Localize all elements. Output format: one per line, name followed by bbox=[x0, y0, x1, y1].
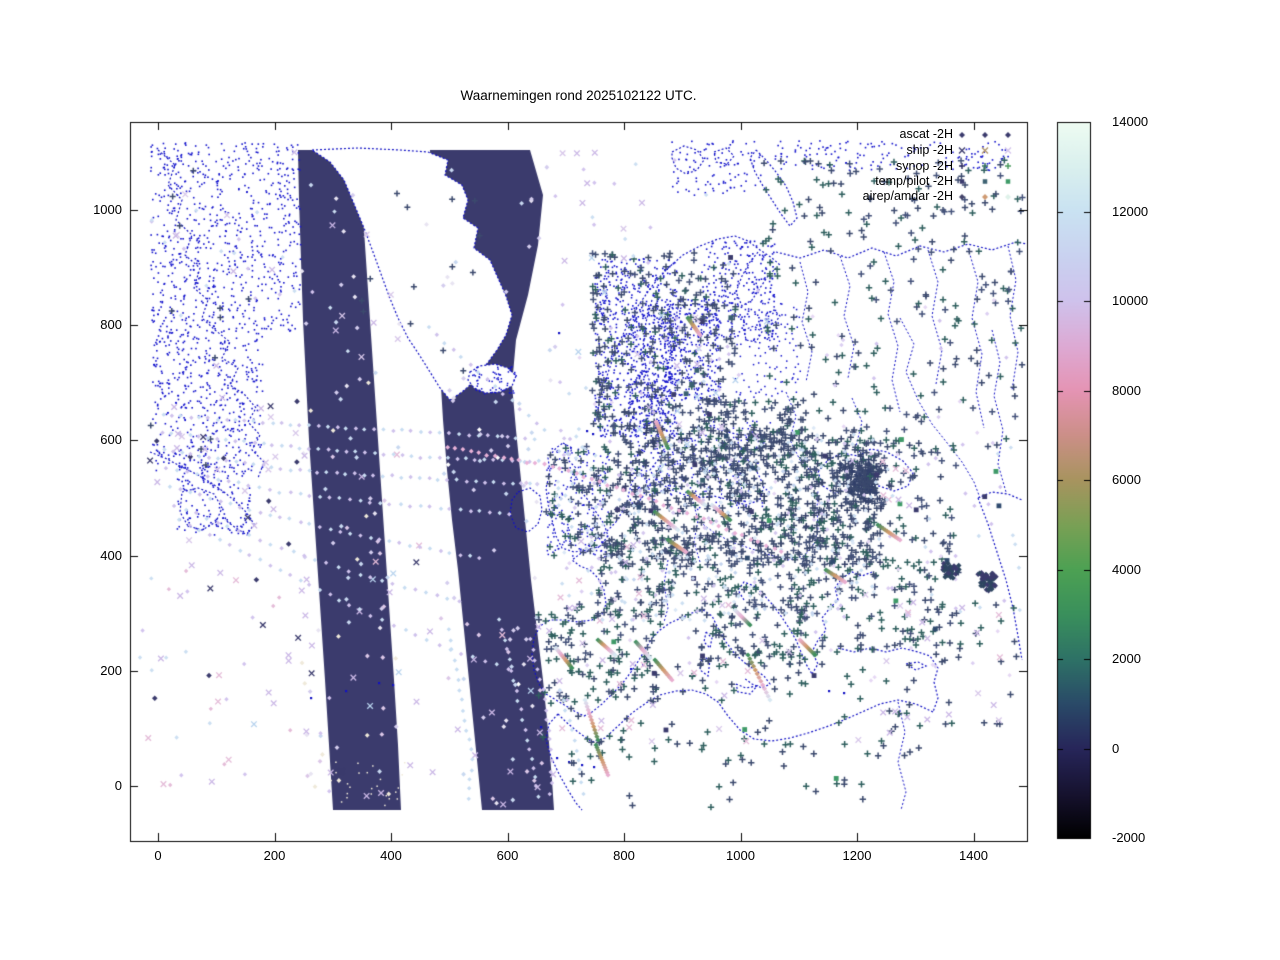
colorbar-tick-label: 0 bbox=[1112, 740, 1120, 756]
colorbar-tick-label: 6000 bbox=[1112, 472, 1141, 487]
chart-title: Waarnemingen rond 2025102122 UTC. bbox=[460, 88, 697, 103]
colorbar-tick-label: 14000 bbox=[1112, 114, 1149, 129]
legend-entry-temp-pilot: temp/pilot -2H bbox=[875, 174, 953, 188]
y-tick-label: 400 bbox=[100, 547, 122, 563]
x-tick-label: 600 bbox=[496, 848, 519, 863]
x-tick-label: 1000 bbox=[726, 848, 755, 863]
legend-entry-airep-amdar: airep/amdar -2H bbox=[862, 189, 953, 203]
colorbar-tick-label: 12000 bbox=[1112, 203, 1149, 219]
x-tick-label: 400 bbox=[380, 848, 402, 863]
y-tick-label: 600 bbox=[100, 432, 122, 448]
legend-entry-ascat: ascat -2H bbox=[899, 127, 954, 141]
x-tick-label: 200 bbox=[263, 848, 286, 863]
y-tick-label: 800 bbox=[100, 317, 122, 333]
legend-entry-synop: synop -2H bbox=[896, 159, 953, 173]
colorbar-tick-label: 4000 bbox=[1112, 561, 1141, 577]
colorbar-tick-label: 2000 bbox=[1112, 651, 1141, 666]
legend-entry-ship: ship -2H bbox=[906, 143, 953, 157]
colorbar-tick-label: 8000 bbox=[1112, 382, 1141, 398]
x-tick-label: 0 bbox=[154, 848, 162, 863]
x-tick-label: 1400 bbox=[959, 848, 988, 863]
colorbar-tick-label: 10000 bbox=[1112, 293, 1149, 308]
y-tick-label: 0 bbox=[114, 778, 122, 793]
colorbar-tick-label: -2000 bbox=[1112, 830, 1146, 845]
x-tick-label: 800 bbox=[613, 848, 635, 863]
y-tick-label: 1000 bbox=[93, 202, 122, 217]
y-tick-label: 200 bbox=[100, 662, 122, 678]
x-tick-label: 1200 bbox=[842, 848, 872, 863]
